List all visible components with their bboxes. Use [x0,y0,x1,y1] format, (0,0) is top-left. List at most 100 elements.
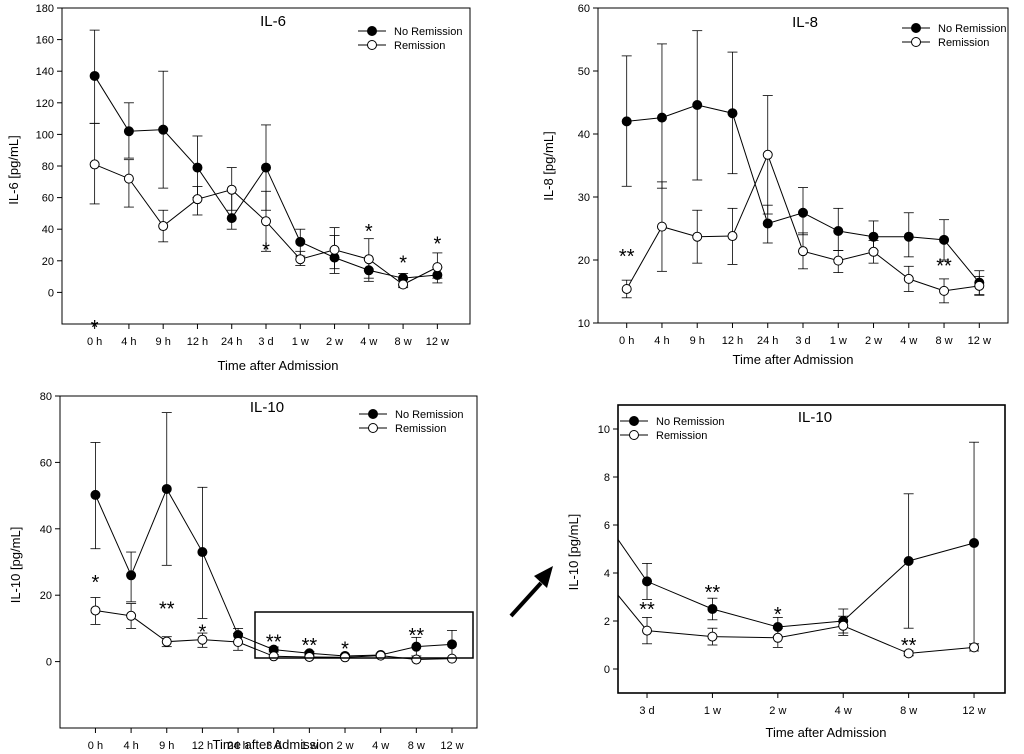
marker-remission [329,244,340,255]
y-tick-label: 50 [578,66,590,78]
marker-remission [969,642,980,653]
marker-no-remission [226,213,237,224]
x-tick-label: 12 w [962,705,985,717]
y-tick-label: 10 [578,318,590,330]
marker-no-remission [692,100,703,111]
marker-remission [642,625,653,636]
x-tick-label: 4 h [121,336,136,348]
marker-no-remission [656,112,667,123]
significance-marker: * [262,240,270,262]
marker-remission [89,159,100,170]
significance-marker: * [399,252,407,274]
marker-remission [233,637,244,648]
series-remission [89,122,443,290]
significance-marker: * [365,221,373,243]
y-tick-label: 20 [40,590,52,602]
il10-panel: 0 20 40 60 80 0 h 4 h 9 h 12 h 24 h 3 d 1 w 2 w 4 w 8 … [8,391,478,752]
marker-no-remission [939,234,950,245]
marker-remission [707,631,718,642]
x-tick-label: 8 w [900,705,917,717]
marker-remission [126,610,137,621]
x-tick-label: 3 d [795,335,810,347]
significance-marker: ** [936,256,952,278]
x-tick-label: 4 w [900,335,917,347]
x-tick-label: 2 w [865,335,882,347]
legend-marker-remission [629,430,639,440]
y-tick-label: 100 [36,129,54,141]
legend: No Remission Remission [359,409,463,435]
marker-remission [226,184,237,195]
marker-remission [903,648,914,659]
panel-title: IL-6 [260,13,286,30]
y-tick-label: 40 [578,129,590,141]
marker-remission [375,650,386,661]
marker-remission [656,221,667,232]
marker-remission [903,273,914,284]
x-tick-label: 1 w [292,336,309,348]
legend-marker-remission [911,37,921,47]
marker-no-remission [446,639,457,650]
significance-marker: ** [901,635,917,657]
plot-area [618,441,980,659]
marker-remission [868,246,879,257]
legend-label-remission: Remission [938,37,989,49]
marker-no-remission [295,236,306,247]
marker-remission [762,149,773,160]
y-tick-label: 0 [48,287,54,299]
legend: No Remission Remission [620,416,724,442]
marker-no-remission [161,483,172,494]
x-tick-label: 9 h [156,336,171,348]
y-tick-label: 60 [42,193,54,205]
legend-label-no-remission: No Remission [656,416,724,428]
y-tick-label: 20 [578,255,590,267]
y-axis-label: IL-6 [pg/mL] [6,135,21,204]
x-tick-label: 9 h [159,740,174,752]
x-tick-label: 24 h [227,740,248,752]
significance-marker: * [341,638,349,660]
y-tick-label: 80 [40,391,52,403]
legend-label-remission: Remission [395,423,446,435]
y-tick-label: 120 [36,98,54,110]
decor [254,566,553,659]
marker-remission [161,636,172,647]
marker-remission [833,255,844,266]
marker-remission [974,280,985,291]
significance-marker: * [199,622,207,644]
significance-marker: ** [705,582,721,604]
legend-label-no-remission: No Remission [395,409,463,421]
x-tick-label: 4 w [835,705,852,717]
x-tick-label: 12 h [722,335,743,347]
x-axis-label: Time after Admission [218,358,339,373]
x-tick-label: 4 h [654,335,669,347]
marker-no-remission [642,576,653,587]
zoom-region-box [254,611,474,659]
marker-remission [838,620,849,631]
marker-remission [158,221,169,232]
marker-remission [90,605,101,616]
marker-no-remission [833,226,844,237]
marker-remission [621,283,632,294]
plot-frame [59,395,478,729]
marker-no-remission [798,207,808,218]
y-tick-label: 6 [604,520,610,532]
il6-panel: 0 20 40 60 80 100 120 140 160 180 0 h 4 h 9 h 12 h 24 … [6,3,471,373]
x-tick-label: 2 w [336,740,353,752]
marker-remission [772,632,783,643]
marker-remission [411,654,422,665]
marker-no-remission [126,570,137,581]
marker-no-remission [707,604,718,614]
x-tick-label: 1 w [704,705,721,717]
marker-no-remission [197,547,208,558]
y-tick-label: 0 [604,664,610,676]
x-tick-label: 3 d [639,705,654,717]
x-tick-label: 8 w [395,336,412,348]
x-tick-label: 12 h [192,740,213,752]
legend-marker-remission [368,423,378,433]
legend-label-remission: Remission [656,430,707,442]
x-tick-label: 0 h [88,740,103,752]
significance-marker: * [774,604,782,626]
il10-zoom-panel: 0 2 4 6 8 10 3 d 1 w 2 w 4 w 8 w 12 w IL-10 Time afte… [566,404,1006,740]
x-tick-label: 3 d [258,336,273,348]
marker-remission [692,231,703,242]
